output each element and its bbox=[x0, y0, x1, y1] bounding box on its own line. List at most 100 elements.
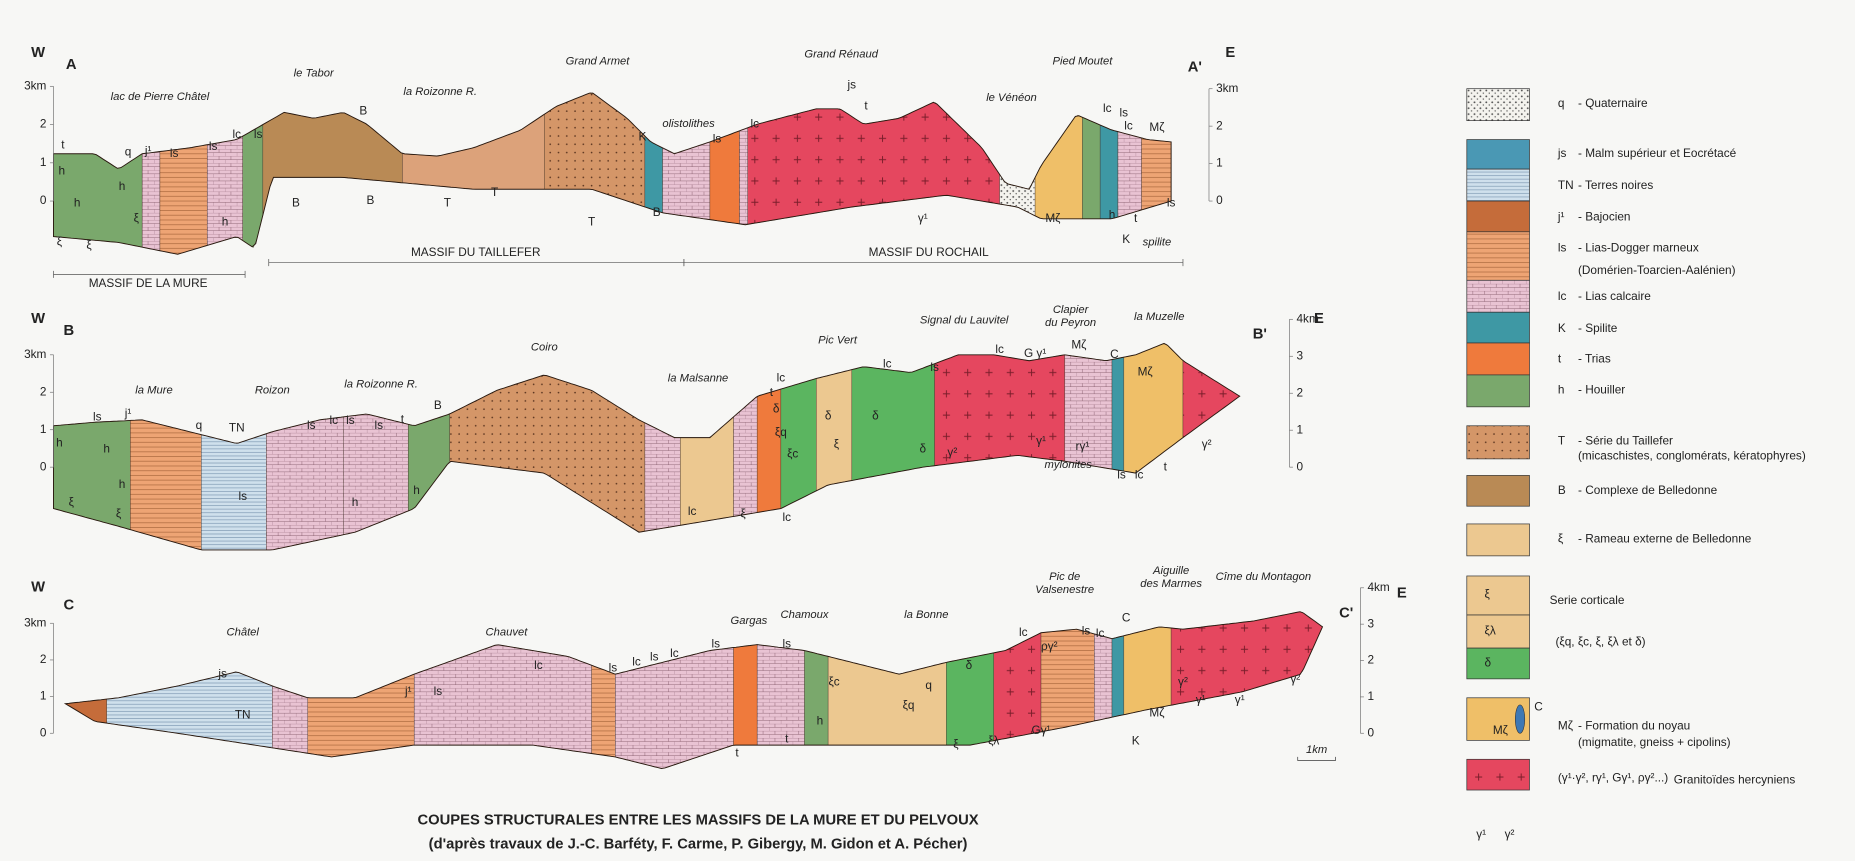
legend-swatch-symbol: C bbox=[1534, 699, 1543, 713]
legend-label: - Complexe de Belledonne bbox=[1578, 483, 1718, 497]
formation-label: ls bbox=[346, 413, 355, 427]
legend-label: - Lias-Dogger marneux bbox=[1578, 240, 1699, 254]
section-end-name: B' bbox=[1253, 327, 1267, 343]
place-name: Chamoux bbox=[780, 609, 828, 621]
legend-label: - Lias calcaire bbox=[1578, 289, 1651, 303]
axis-label: 2 bbox=[1216, 118, 1223, 132]
formation-label: j¹ bbox=[144, 144, 152, 158]
place-name: lac de Pierre Châtel bbox=[111, 91, 210, 103]
formation-label: ξ bbox=[740, 507, 746, 521]
formation-label: G γ¹ bbox=[1024, 346, 1046, 360]
legend-swatch-symbol: γ¹ bbox=[1476, 827, 1486, 841]
formation-label: ls bbox=[1117, 468, 1126, 482]
formation-label: j¹ bbox=[124, 406, 132, 420]
formation-label: C bbox=[1110, 347, 1119, 361]
formation-label: h bbox=[413, 483, 420, 497]
axis-label: 0 bbox=[40, 725, 47, 739]
formation-label: h bbox=[1109, 207, 1116, 221]
rock-unit bbox=[262, 112, 403, 216]
legend-swatch bbox=[1466, 475, 1530, 507]
rock-unit bbox=[343, 414, 409, 535]
rock-unit bbox=[1082, 117, 1101, 219]
formation-label: γ¹ bbox=[1196, 692, 1206, 706]
rock-unit bbox=[662, 141, 711, 220]
rock-unit bbox=[804, 650, 829, 746]
axis-label: 2 bbox=[1367, 653, 1374, 667]
formation-label: lc bbox=[670, 646, 679, 660]
formation-label: γ² bbox=[1290, 672, 1300, 686]
formation-label: γ² bbox=[1178, 675, 1188, 689]
formation-label: t bbox=[1134, 211, 1138, 225]
axis-label: 3 bbox=[1367, 616, 1374, 630]
place-name: la Roizonne R. bbox=[403, 86, 477, 98]
axis-label: 0 bbox=[1216, 193, 1223, 207]
east-label: E bbox=[1225, 45, 1235, 61]
formation-label: ξc bbox=[828, 675, 839, 689]
axis-label: 1 bbox=[40, 155, 47, 169]
formation-label: Mζ bbox=[1149, 120, 1164, 134]
rock-unit bbox=[1034, 114, 1083, 219]
legend-label: - Quaternaire bbox=[1578, 96, 1648, 110]
axis-label: 1 bbox=[1216, 156, 1223, 170]
legend-label: Serie corticale bbox=[1550, 593, 1625, 607]
formation-label: B bbox=[653, 205, 661, 219]
formation-label: ls bbox=[609, 660, 618, 674]
massif-name: MASSIF DU ROCHAIL bbox=[869, 245, 990, 259]
axis-label: 1 bbox=[1367, 689, 1374, 703]
formation-label: ls bbox=[930, 360, 939, 374]
formation-label: ls bbox=[170, 146, 179, 160]
formation-label: K bbox=[1132, 734, 1140, 748]
formation-label: q bbox=[925, 678, 932, 692]
west-label: W bbox=[31, 45, 45, 61]
formation-label: C bbox=[1122, 611, 1131, 625]
place-name: Pied Moutet bbox=[1052, 55, 1113, 67]
formation-label: ξ bbox=[953, 737, 959, 751]
formation-label: j¹ bbox=[404, 684, 412, 698]
legend-swatch-symbol: ξλ bbox=[1485, 624, 1496, 638]
rock-unit bbox=[1123, 343, 1184, 474]
formation-label: ξ bbox=[57, 235, 63, 249]
formation-label: δ bbox=[966, 658, 973, 672]
axis-label: 0 bbox=[1297, 459, 1304, 473]
formation-label: ls bbox=[93, 410, 102, 424]
rock-unit bbox=[827, 656, 947, 746]
scale-bar bbox=[1297, 756, 1336, 761]
section-outline bbox=[53, 342, 1241, 551]
place-name: Pic de bbox=[1049, 571, 1080, 583]
section-name: C bbox=[64, 597, 75, 613]
place-name: Clapier bbox=[1053, 304, 1090, 316]
legend-swatch bbox=[1466, 374, 1530, 408]
rock-unit bbox=[1170, 611, 1323, 706]
place-name: le Tabor bbox=[294, 67, 335, 79]
legend-swatch-symbol: δ bbox=[1485, 656, 1492, 670]
place-name: Grand Rénaud bbox=[804, 48, 878, 60]
legend-label: - Formation du noyau bbox=[1578, 718, 1690, 732]
place-name: la Mure bbox=[135, 384, 172, 396]
axis-label: 3km bbox=[24, 615, 46, 629]
rock-unit bbox=[851, 363, 935, 481]
place-name: Roizon bbox=[255, 384, 290, 396]
formation-label: γ¹ bbox=[1036, 433, 1046, 447]
rock-unit bbox=[591, 665, 616, 758]
axis-label: 1 bbox=[1297, 422, 1304, 436]
formation-label: h bbox=[103, 442, 110, 456]
figure-title: COUPES STRUCTURALES ENTRE LES MASSIFS DE… bbox=[417, 813, 978, 829]
legend-swatch bbox=[1466, 88, 1530, 121]
formation-label: ls bbox=[650, 650, 659, 664]
formation-label: Gγ¹ bbox=[1032, 723, 1051, 737]
formation-label: ls bbox=[254, 127, 263, 141]
rock-unit bbox=[733, 644, 758, 746]
formation-label: δ bbox=[919, 442, 926, 456]
formation-label: h bbox=[119, 179, 126, 193]
formation-label: ξq bbox=[903, 698, 915, 712]
legend-label: - Terres noires bbox=[1578, 178, 1653, 192]
legend-symbol: h bbox=[1558, 382, 1565, 396]
legend-label: - Malm supérieur et Eocrétacé bbox=[1578, 146, 1737, 160]
formation-label: Mζ bbox=[1138, 365, 1153, 379]
legend-note: (ξq, ξc, ξ, ξλ et δ) bbox=[1556, 634, 1646, 648]
section-name: A bbox=[66, 57, 77, 73]
formation-label: B bbox=[367, 193, 375, 207]
formation-label: ls bbox=[1082, 624, 1091, 638]
formation-label: γ² bbox=[1202, 437, 1212, 451]
